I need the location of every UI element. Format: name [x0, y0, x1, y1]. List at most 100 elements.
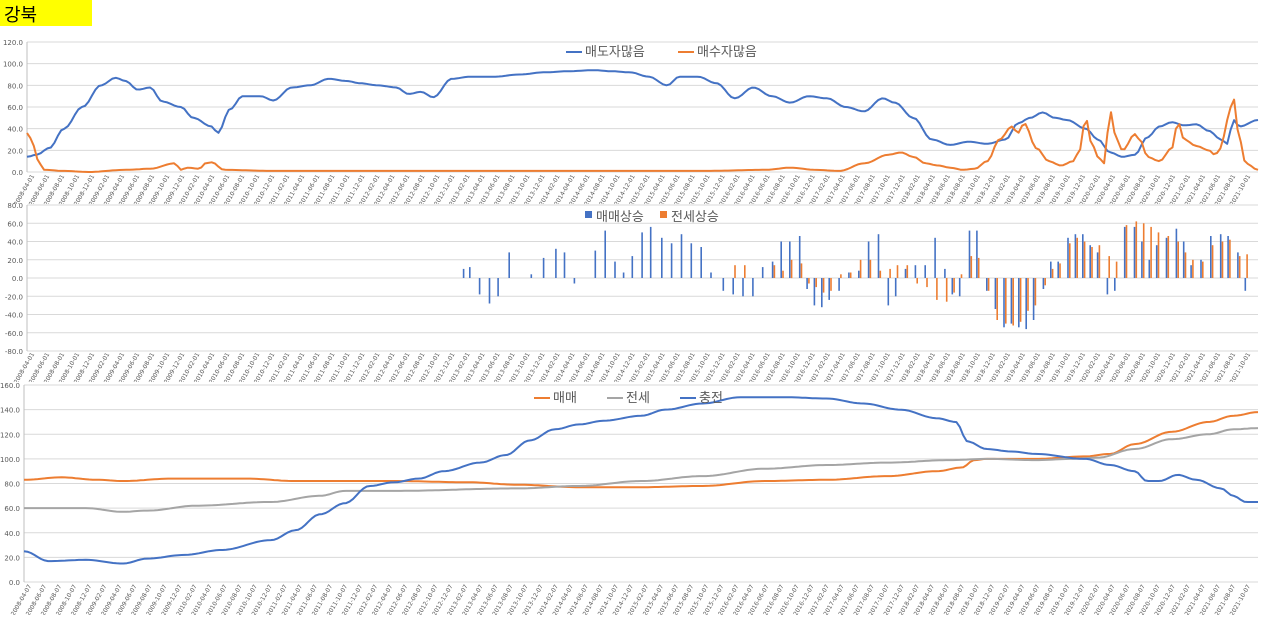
y-tick-label: 120.0	[0, 431, 20, 439]
bar-매매상승	[1018, 278, 1020, 328]
bar-전세상승	[822, 278, 825, 293]
bar-전세상승	[953, 278, 955, 293]
bar-매매상승	[530, 274, 533, 278]
bar-전세상승	[869, 259, 872, 279]
bar-전세상승	[840, 274, 842, 278]
bar-매매상승	[722, 278, 725, 291]
bar-매매상승	[700, 247, 702, 278]
bar-매매상승	[1200, 259, 1202, 279]
bar-전세상승	[1108, 256, 1110, 278]
bar-매매상승	[752, 278, 754, 297]
bar-전세상승	[800, 263, 803, 278]
bar-매매상승	[732, 278, 734, 295]
bar-매매상승	[542, 257, 545, 278]
bar-매매상승	[1074, 234, 1077, 278]
bar-전세상승	[926, 278, 928, 288]
bar-매매상승	[1003, 278, 1005, 328]
bar-매매상승	[1089, 245, 1091, 278]
bar-매매상승	[1219, 234, 1222, 278]
bar-매매상승	[488, 278, 491, 304]
bar-매매상승	[478, 278, 481, 295]
bar-매매상승	[944, 268, 946, 278]
bar-매매상승	[806, 278, 808, 289]
bar-전세상승	[1051, 268, 1054, 278]
bar-매매상승	[894, 278, 897, 297]
y-tick-label: -60.0	[5, 330, 23, 338]
bar-매매상승	[1210, 236, 1212, 278]
bar-매매상승	[1244, 278, 1247, 291]
y-tick-label: 40.0	[7, 126, 23, 134]
legend-entry: 매도자많음	[585, 45, 645, 60]
bar-전세상승	[1157, 232, 1160, 278]
bar-매매상승	[604, 230, 606, 278]
bar-매매상승	[1133, 226, 1136, 278]
bar-매매상승	[994, 278, 997, 309]
bar-매매상승	[631, 256, 634, 278]
bar-전세상승	[879, 270, 882, 278]
series-line-전세	[24, 427, 1259, 513]
bar-매매상승	[670, 243, 673, 278]
bar-매매상승	[1141, 241, 1143, 278]
y-tick-label: -20.0	[5, 293, 23, 301]
bar-전세상승	[1044, 278, 1046, 286]
bar-전세상승	[996, 278, 998, 320]
bar-전세상승	[1083, 241, 1086, 278]
y-tick-label: 100.0	[0, 456, 20, 464]
bar-매매상승	[573, 278, 576, 284]
bar-전세상승	[1076, 237, 1078, 278]
bar-매매상승	[1096, 252, 1099, 278]
bar-매매상승	[828, 278, 830, 300]
bar-전세상승	[1019, 278, 1022, 322]
bar-매매상승	[761, 267, 764, 278]
bar-전세상승	[1177, 241, 1179, 278]
y-tick-label: 60.0	[7, 104, 23, 112]
bar-전세상승	[859, 259, 862, 279]
bar-매매상승	[497, 278, 499, 297]
bar-매매상승	[555, 248, 557, 278]
bar-전세상승	[906, 265, 909, 278]
y-tick-label: 20.0	[7, 257, 23, 265]
bar-매매상승	[594, 250, 597, 278]
bar-전세상승	[1098, 245, 1101, 278]
bar-매매상승	[508, 252, 510, 278]
bar-전세상승	[1192, 259, 1194, 279]
bar-전세상승	[1135, 221, 1138, 278]
y-tick-label: 0.0	[9, 579, 20, 587]
bar-매매상승	[813, 278, 816, 306]
bar-매매상승	[780, 241, 782, 278]
bar-전세상승	[1229, 239, 1231, 278]
bar-전세상승	[1069, 243, 1071, 278]
y-tick-label: 100.0	[3, 61, 23, 69]
region-title-box: 강북	[0, 0, 92, 26]
bar-전세상승	[782, 270, 784, 278]
bar-전세상승	[896, 265, 899, 278]
legend-entry: 전세	[626, 391, 650, 406]
chart-index-panel: 0.0 20.0 40.0 60.0 80.0 100.0 120.0 140.0 160.0 2…	[0, 380, 1261, 617]
bar-전세상승	[916, 278, 918, 284]
bar-매매상승	[976, 230, 978, 278]
bar-매매상승	[798, 236, 801, 278]
bar-매매상승	[1025, 278, 1027, 330]
bar-매매상승	[1227, 236, 1229, 278]
bar-매매상승	[641, 232, 643, 278]
bar-매매상승	[848, 272, 850, 278]
bar-전세상승	[808, 278, 810, 284]
region-title: 강북	[4, 5, 38, 26]
series-line-매도자많음	[26, 69, 1259, 158]
bar-매매상승	[1067, 237, 1069, 278]
bar-전세상승	[1115, 261, 1118, 278]
bar-매매상승	[1042, 278, 1045, 289]
chart-index: 0.020.040.060.080.0100.0120.0140.0160.02…	[0, 382, 1259, 617]
bar-매매상승	[742, 278, 744, 297]
bar-전세상승	[1184, 252, 1187, 278]
bar-전세상승	[815, 278, 817, 288]
bar-매매상승	[934, 237, 936, 278]
bar-매매상승	[1190, 265, 1192, 278]
legend-entry: 매매상승	[596, 210, 644, 225]
bar-매매상승	[622, 272, 625, 278]
bar-매매상승	[914, 265, 917, 278]
y-tick-label: 80.0	[7, 82, 23, 90]
bar-전세상승	[1059, 263, 1061, 278]
bar-전세상승	[790, 259, 793, 279]
bar-매매상승	[968, 230, 971, 278]
